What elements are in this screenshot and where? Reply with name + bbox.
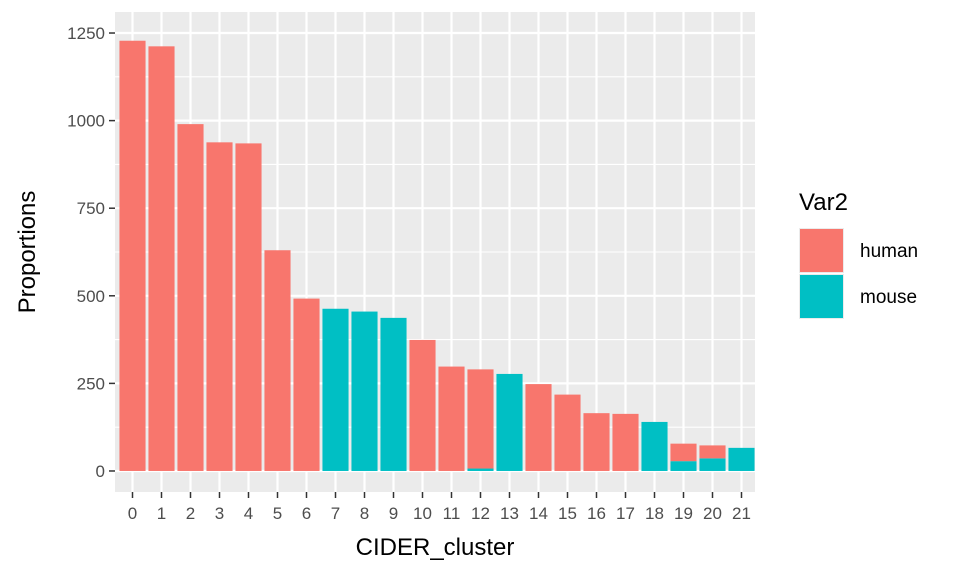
x-tick-label: 18 bbox=[645, 504, 664, 523]
bar-human-5 bbox=[264, 250, 291, 471]
y-tick-label: 750 bbox=[77, 199, 105, 218]
bar-mouse-7 bbox=[322, 308, 349, 471]
bar-mouse-20 bbox=[699, 458, 726, 471]
bar-human-6 bbox=[293, 298, 320, 471]
x-tick-label: 10 bbox=[413, 504, 432, 523]
bar-mouse-12 bbox=[467, 468, 494, 471]
y-tick-label: 0 bbox=[96, 462, 105, 481]
legend-label-human: human bbox=[860, 241, 918, 262]
bar-mouse-9 bbox=[380, 317, 407, 471]
x-tick-label: 5 bbox=[273, 504, 282, 523]
bar-human-16 bbox=[583, 413, 610, 471]
bars bbox=[119, 40, 755, 471]
bar-human-17 bbox=[612, 413, 639, 471]
x-tick-label: 19 bbox=[674, 504, 693, 523]
bar-mouse-8 bbox=[351, 311, 378, 471]
bar-mouse-21 bbox=[728, 447, 755, 471]
x-tick-label: 3 bbox=[215, 504, 224, 523]
bar-mouse-13 bbox=[496, 373, 523, 471]
x-tick-label: 14 bbox=[529, 504, 548, 523]
x-tick-label: 9 bbox=[389, 504, 398, 523]
bar-human-4 bbox=[235, 143, 262, 471]
bar-human-3 bbox=[206, 142, 233, 471]
x-tick-label: 8 bbox=[360, 504, 369, 523]
x-axis-title: CIDER_cluster bbox=[356, 534, 515, 561]
x-tick-label: 7 bbox=[331, 504, 340, 523]
y-tick-label: 1250 bbox=[67, 24, 105, 43]
bar-mouse-19 bbox=[670, 461, 697, 471]
bar-mouse-18 bbox=[641, 421, 668, 471]
x-tick-label: 2 bbox=[186, 504, 195, 523]
bar-human-11 bbox=[438, 366, 465, 471]
y-tick-label: 250 bbox=[77, 374, 105, 393]
x-tick-label: 1 bbox=[157, 504, 166, 523]
legend-title: Var2 bbox=[799, 189, 848, 216]
bar-human-19 bbox=[670, 443, 697, 462]
x-axis: 0 1 2 3 4 5 6 7 8 9 10 11 12 13 14 15 16 17 18 19 20 21 bbox=[128, 492, 751, 523]
x-tick-label: 13 bbox=[500, 504, 519, 523]
x-tick-label: 21 bbox=[732, 504, 751, 523]
x-tick-label: 16 bbox=[587, 504, 606, 523]
legend: Var2 human mouse bbox=[799, 189, 918, 319]
bar-human-2 bbox=[177, 124, 204, 471]
y-axis: 0 250 500 750 1000 1250 bbox=[67, 24, 115, 481]
legend-swatch-mouse bbox=[800, 275, 843, 318]
legend-swatch-human bbox=[800, 229, 843, 272]
bar-human-15 bbox=[554, 394, 581, 471]
legend-label-mouse: mouse bbox=[860, 287, 917, 308]
bar-human-14 bbox=[525, 384, 552, 471]
bar-human-1 bbox=[148, 46, 175, 471]
x-tick-label: 20 bbox=[703, 504, 722, 523]
x-tick-label: 12 bbox=[471, 504, 490, 523]
x-tick-label: 6 bbox=[302, 504, 311, 523]
y-tick-label: 500 bbox=[77, 287, 105, 306]
y-axis-title: Proportions bbox=[14, 191, 41, 314]
x-tick-label: 0 bbox=[128, 504, 137, 523]
x-tick-label: 15 bbox=[558, 504, 577, 523]
bar-human-12 bbox=[467, 369, 494, 469]
bar-human-20 bbox=[699, 445, 726, 459]
bar-human-10 bbox=[409, 339, 436, 471]
x-tick-label: 11 bbox=[443, 504, 461, 523]
y-tick-label: 1000 bbox=[67, 112, 105, 131]
bar-human-0 bbox=[119, 40, 146, 471]
x-tick-label: 4 bbox=[244, 504, 253, 523]
x-tick-label: 17 bbox=[616, 504, 635, 523]
